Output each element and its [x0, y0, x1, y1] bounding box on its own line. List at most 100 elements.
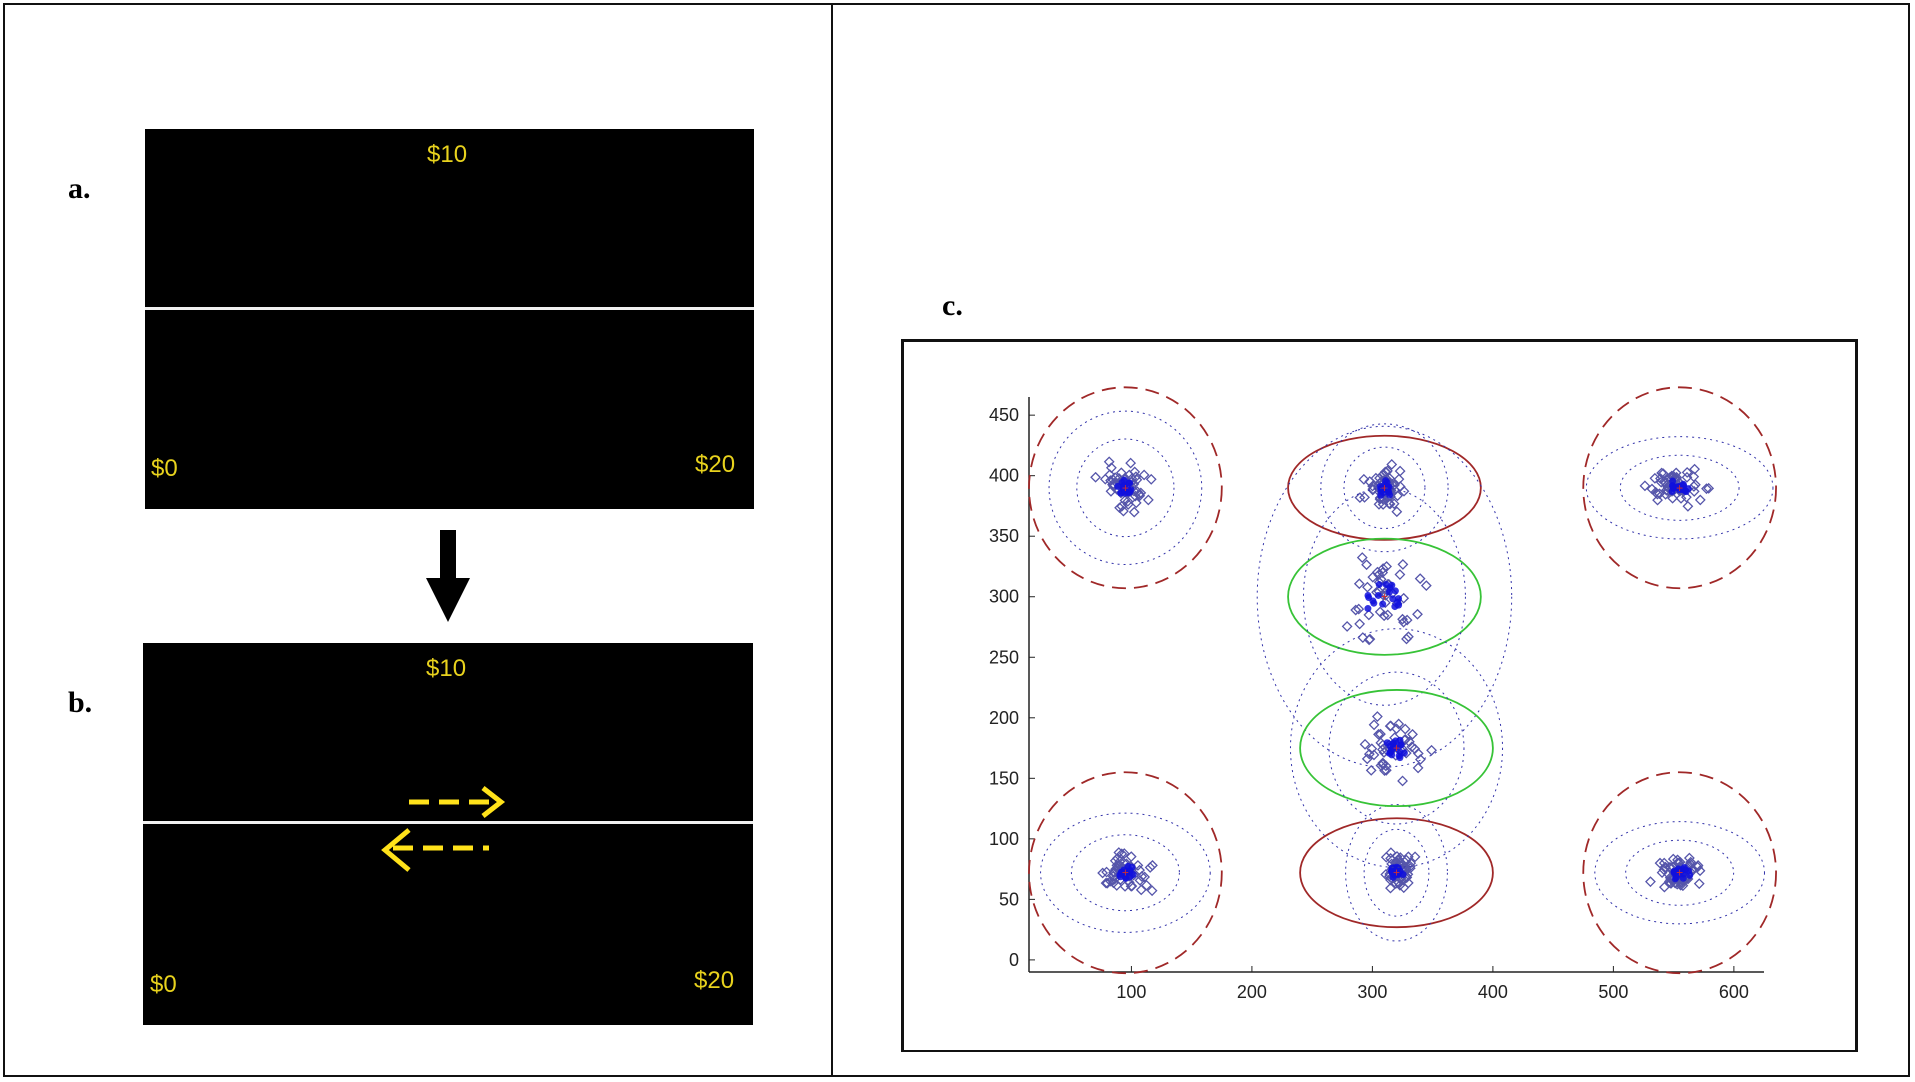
screen-b-left-value: $0 — [150, 971, 177, 998]
data-point — [1385, 847, 1397, 859]
y-tick-label: 350 — [989, 526, 1019, 546]
core-point — [1388, 581, 1396, 589]
data-point — [1132, 860, 1144, 871]
data-point — [1125, 457, 1137, 469]
data-point — [1652, 494, 1663, 506]
core-point — [1120, 476, 1128, 484]
data-point — [1703, 482, 1715, 494]
data-point — [1097, 867, 1109, 879]
x-tick-label: 100 — [1116, 982, 1146, 1002]
core-point — [1391, 587, 1399, 595]
data-point — [1401, 633, 1412, 645]
data-point — [1694, 494, 1706, 506]
data-point — [1380, 764, 1392, 776]
data-point — [1385, 882, 1396, 894]
data-point — [1420, 580, 1432, 592]
figure-frame — [3, 3, 1910, 1077]
cluster-dotted-ellipse — [1328, 671, 1465, 825]
data-point — [1654, 857, 1666, 869]
data-point — [1405, 857, 1417, 869]
y-tick-label: 150 — [989, 768, 1019, 788]
cluster-center-mark: + — [1381, 590, 1388, 604]
cluster-ellipse-2 — [1287, 434, 1482, 541]
core-point — [1387, 745, 1395, 753]
data-point — [1414, 573, 1426, 585]
data-point — [1114, 502, 1126, 514]
data-point — [1105, 875, 1117, 887]
data-point — [1131, 474, 1143, 486]
data-point — [1373, 569, 1385, 581]
data-point — [1109, 472, 1121, 484]
data-point — [1117, 505, 1129, 517]
data-point — [1359, 491, 1370, 503]
data-point — [1398, 616, 1409, 628]
core-point — [1686, 871, 1694, 879]
cluster-ellipse-5 — [1299, 817, 1494, 929]
data-point — [1660, 861, 1671, 873]
data-point — [1639, 480, 1651, 492]
data-point — [1361, 753, 1373, 765]
screen-b: $10 $0 $20 — [143, 643, 753, 1025]
data-point — [1363, 609, 1375, 621]
data-point — [1135, 487, 1147, 499]
y-tick-label: 400 — [989, 466, 1019, 486]
scatter-plot-frame: 100 200 300 400 500 600 0 50 100 150 200 250 300 350 4… — [901, 339, 1858, 1052]
screen-a-line — [145, 307, 754, 310]
y-tick-label: 450 — [989, 405, 1019, 425]
data-point — [1144, 862, 1156, 873]
data-point — [1146, 885, 1158, 897]
cluster-ellipse-1 — [1028, 386, 1223, 590]
core-point — [1393, 598, 1401, 606]
panel-label-c: c. — [942, 289, 963, 322]
data-point — [1399, 723, 1411, 735]
core-point — [1364, 592, 1372, 600]
data-point — [1125, 851, 1137, 863]
data-point — [1681, 467, 1693, 478]
y-tick-label: 100 — [989, 829, 1019, 849]
data-point — [1377, 744, 1388, 756]
data-point — [1142, 494, 1154, 506]
data-point — [1688, 481, 1700, 492]
core-point — [1125, 479, 1133, 487]
data-point — [1101, 866, 1113, 878]
x-tick-label: 200 — [1237, 982, 1267, 1002]
core-point — [1396, 736, 1404, 744]
data-point — [1384, 720, 1396, 732]
data-point — [1693, 878, 1705, 890]
data-point — [1377, 499, 1389, 510]
data-point — [1365, 764, 1377, 776]
cluster-ellipse-6 — [1582, 771, 1777, 975]
data-point — [1354, 492, 1366, 504]
data-point — [1663, 862, 1675, 873]
data-point — [1414, 754, 1426, 765]
data-point — [1645, 876, 1656, 888]
data-point — [1658, 476, 1670, 487]
data-point — [1377, 563, 1389, 575]
core-point — [1374, 591, 1382, 599]
screen-a-right-value: $20 — [695, 451, 736, 478]
cluster-center-mark: + — [1676, 866, 1683, 880]
data-point — [1402, 877, 1414, 889]
data-point — [1135, 884, 1147, 896]
data-point — [1407, 728, 1418, 740]
cluster-dotted-ellipse — [1070, 834, 1180, 912]
data-point — [1105, 462, 1117, 474]
data-point — [1364, 633, 1376, 645]
core-point — [1674, 865, 1682, 873]
cluster-dotted-ellipse — [1619, 454, 1740, 521]
data-point — [1671, 471, 1683, 483]
data-point — [1359, 738, 1371, 750]
data-point — [1677, 880, 1689, 892]
cluster-dotted-ellipse — [1320, 423, 1449, 553]
data-point — [1374, 606, 1386, 618]
cluster-center-mark: + — [1676, 481, 1683, 495]
data-point — [1368, 749, 1380, 761]
screen-a-top-value: $10 — [427, 141, 468, 168]
data-point — [1682, 500, 1694, 512]
core-point — [1675, 484, 1683, 492]
cluster-dotted-ellipse — [1625, 839, 1735, 906]
data-point — [1356, 552, 1368, 563]
data-point — [1139, 871, 1151, 883]
screen-a: $10 $0 $20 — [145, 129, 754, 509]
cluster-ellipse-8 — [1299, 689, 1494, 808]
